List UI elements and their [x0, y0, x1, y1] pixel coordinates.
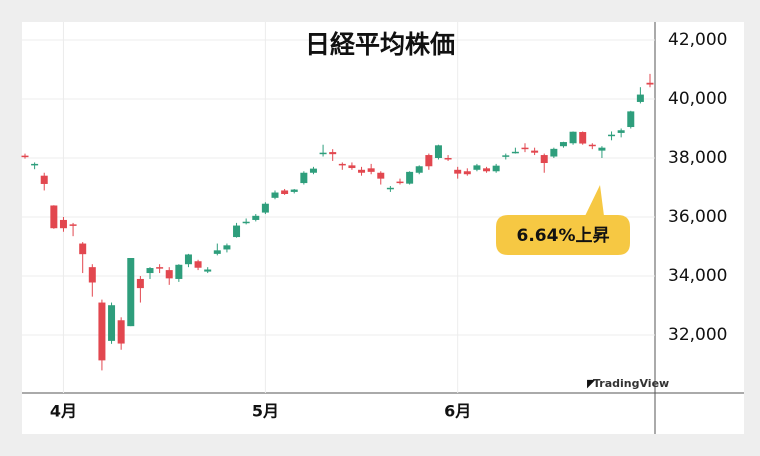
candle-body: [473, 165, 481, 170]
candle-body: [636, 94, 644, 102]
candle-body: [329, 152, 337, 155]
candle-body: [69, 224, 77, 226]
y-tick-label: 36,000: [668, 207, 727, 227]
candle-body: [338, 163, 346, 166]
candle-body: [367, 168, 375, 172]
watermark: TradingView: [593, 377, 669, 390]
x-tick-label: 5月: [252, 402, 279, 421]
candle-body: [454, 169, 462, 174]
callout-bubble: [496, 185, 630, 255]
candle-body: [309, 168, 317, 173]
candle-body: [79, 243, 87, 255]
candle-body: [271, 192, 279, 198]
candle-body: [521, 147, 529, 150]
candle-body: [261, 203, 269, 213]
candle-body: [136, 278, 144, 289]
candle-body: [117, 320, 125, 344]
candle-body: [88, 267, 96, 283]
candle-body: [463, 171, 471, 175]
candle-body: [444, 157, 452, 160]
candle-body: [502, 155, 510, 157]
candle-body: [406, 171, 414, 184]
candle-body: [31, 163, 39, 166]
candle-body: [156, 267, 164, 269]
y-tick-label: 40,000: [668, 89, 727, 109]
candle-body: [108, 305, 116, 341]
candle-body: [40, 175, 48, 184]
candle-body: [242, 221, 250, 224]
candle-body: [396, 181, 404, 184]
candle-body: [540, 155, 548, 164]
candle-body: [608, 134, 616, 137]
chart-background: [22, 22, 744, 434]
candle-body: [377, 172, 385, 179]
watermark-logo: ◤: [587, 377, 596, 390]
candle-body: [204, 269, 212, 272]
candle-body: [492, 165, 500, 172]
candle-body: [531, 150, 539, 153]
candle-body: [184, 254, 192, 265]
x-tick-label: 4月: [50, 402, 77, 421]
candle-body: [386, 187, 394, 190]
candle-body: [98, 302, 106, 361]
y-tick-label: 42,000: [668, 30, 727, 50]
candle-body: [233, 225, 241, 238]
candle-body: [425, 155, 433, 167]
y-tick-label: 32,000: [668, 325, 727, 345]
candle-body: [483, 168, 491, 172]
candle-body: [579, 132, 587, 144]
candle-body: [252, 215, 260, 220]
candle-body: [598, 147, 606, 151]
candle-body: [627, 111, 635, 128]
y-tick-label: 38,000: [668, 148, 727, 168]
candle-body: [588, 144, 596, 147]
candle-body: [127, 258, 135, 327]
candle-body: [146, 268, 154, 274]
candle-body: [281, 190, 289, 194]
candle-body: [559, 142, 567, 147]
candle-body: [300, 172, 308, 184]
candle-body: [550, 148, 558, 157]
candle-body: [50, 205, 58, 229]
candle-body: [175, 264, 183, 279]
candle-body: [415, 166, 423, 173]
candle-body: [165, 270, 173, 279]
chart-title: 日経平均株価: [305, 30, 455, 59]
plot-area: [21, 22, 655, 393]
candle-body: [569, 131, 577, 144]
candle-body: [290, 189, 298, 192]
candle-body: [348, 165, 356, 169]
candle-body: [646, 82, 654, 85]
x-tick-label: 6月: [444, 402, 471, 421]
annotation: 6.64%上昇: [517, 226, 610, 246]
candle-body: [194, 261, 202, 268]
candle-body: [434, 145, 442, 158]
candle-body: [59, 219, 67, 229]
candle-body: [21, 155, 29, 158]
candle-body: [511, 151, 519, 154]
candle-body: [319, 152, 327, 155]
y-tick-label: 34,000: [668, 266, 727, 286]
candle-body: [358, 169, 366, 173]
candle-body: [213, 250, 221, 254]
candle-body: [223, 245, 231, 250]
candle-body: [617, 130, 625, 133]
